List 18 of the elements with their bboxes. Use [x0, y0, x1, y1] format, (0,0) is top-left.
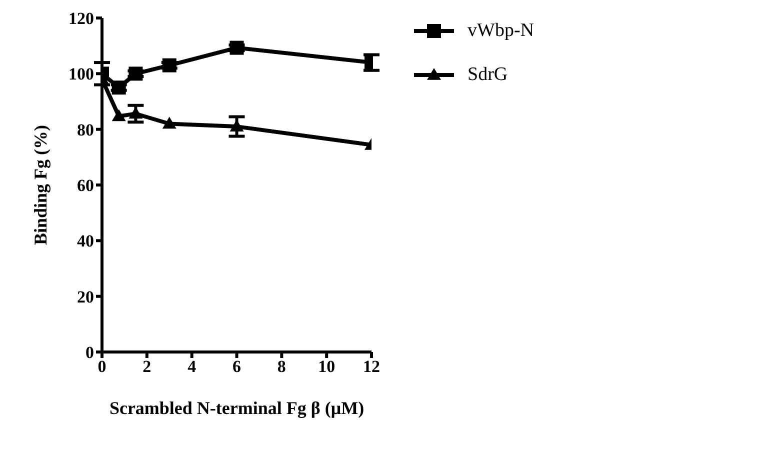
x-tick-label: 0: [98, 357, 106, 376]
y-tick-label: 100: [68, 64, 94, 84]
legend-label: SdrG: [468, 64, 508, 86]
x-tick-label: 10: [318, 357, 336, 376]
y-tick-label: 20: [77, 287, 94, 306]
y-tick-label: 120: [68, 9, 94, 28]
y-tick-label: 60: [77, 176, 94, 196]
x-tick-label: 12: [363, 357, 380, 376]
x-axis-title: Scrambled N-terminal Fg β (μM): [109, 398, 364, 418]
x-tick-label: 2: [142, 357, 152, 376]
y-tick-label: 40: [77, 232, 94, 251]
y-tick-label: 80: [77, 120, 94, 140]
y-tick-label: 0: [86, 343, 94, 362]
x-tick-label: 8: [277, 357, 286, 376]
x-tick-label: 6: [232, 357, 242, 376]
x-tick-label: 4: [188, 357, 197, 376]
legend-label: vWbp-N: [468, 20, 534, 42]
y-axis-title: Binding Fg (%): [30, 124, 50, 246]
